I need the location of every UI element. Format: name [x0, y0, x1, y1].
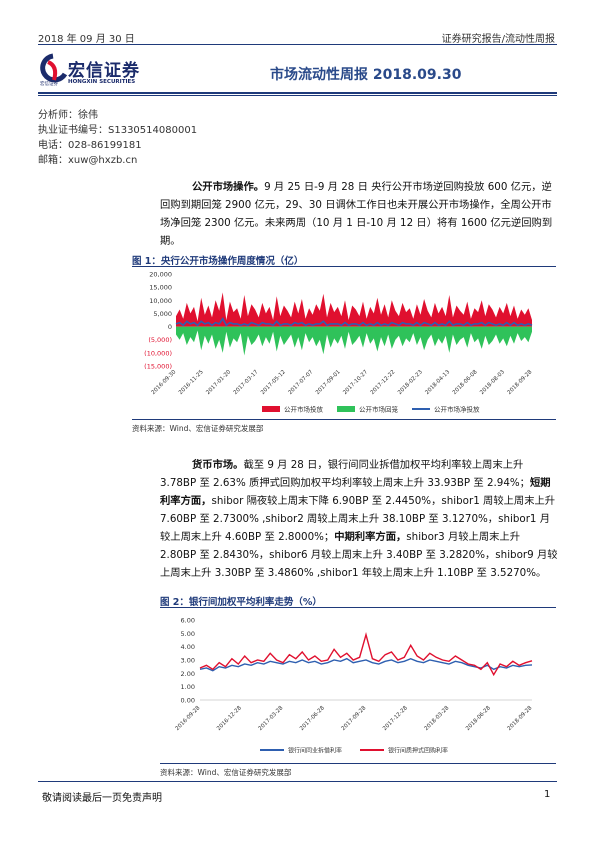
x-tick-label: 2016-09-28: [175, 705, 202, 732]
legend-label: 公开市场净投放: [434, 405, 480, 414]
open-market-chart: 20,000 15,000 10,000 5,000 0 (5,000) (10,000) (…: [144, 271, 534, 414]
y-tick-label: 1.00: [181, 683, 195, 691]
y-tick-label: (5,000): [148, 336, 172, 344]
x-tick-label: 2018-06-28: [465, 705, 492, 732]
section-text: 截至 9 月 28 日，银行间同业拆借加权平均利率较上周末上升 3.78BP 至…: [160, 459, 530, 489]
x-tick-label: 2016-09-30: [151, 369, 178, 396]
analyst-phone: 电话：028-86199181: [38, 140, 142, 151]
title-divider-thin: [38, 95, 557, 96]
x-tick-label: 2017-01-20: [205, 369, 232, 396]
figure2-bottom-rule: [160, 763, 556, 764]
figure1-caption: 图 1：央行公开市场操作周度情况（亿）: [132, 256, 304, 267]
title-divider: [38, 92, 557, 94]
figure1-top-rule: [132, 266, 556, 267]
section-text-mid: shibor3 月较上周末上升 2.80BP 至 2.8430%，shibor6…: [160, 531, 558, 579]
x-tick-label: 2018-08-03: [479, 369, 506, 396]
analyst-email: 邮箱：xuw@hxzb.cn: [38, 155, 138, 166]
figure2-source: 资料来源：Wind、宏信证券研究发展部: [160, 768, 292, 777]
x-tick-label: 2017-09-01: [315, 369, 342, 396]
analyst-cert: 执业证书编号：S1330514080001: [38, 125, 198, 136]
company-logo-icon: [40, 53, 68, 83]
y-tick-label: 10,000: [149, 297, 172, 305]
x-tick-label: 2017-03-17: [233, 369, 260, 396]
section-money-market: 货币市场。截至 9 月 28 日，银行间同业拆借加权平均利率较上周末上升 3.7…: [160, 456, 558, 582]
x-tick-label: 2018-04-13: [424, 369, 451, 396]
y-tick-label: 3.00: [181, 657, 195, 665]
series-inject-area: [176, 292, 532, 327]
y-tick-label: 20,000: [149, 271, 172, 279]
x-tick-label: 2017-12-22: [370, 369, 397, 396]
x-tick-label: 2016-11-25: [178, 369, 205, 396]
logo-text-small: 宏信证券: [40, 82, 58, 87]
x-tick-label: 2017-05-12: [260, 369, 287, 396]
section-text: 9 月 25 日-9 月 28 日 央行公开市场逆回购投放 600 亿元，逆回购…: [160, 181, 553, 247]
section-text-short: shibor 隔夜较上周末下降 6.90BP 至 2.4450%，shibor1…: [160, 495, 556, 543]
y-tick-label: (15,000): [144, 363, 172, 371]
x-tick-label: 2017-07-07: [287, 369, 314, 396]
section-subheading-mid: 中期利率方面，: [334, 531, 407, 543]
x-tick-label: 2018-03-28: [424, 705, 451, 732]
legend-label: 银行间同业拆借利率: [288, 747, 342, 755]
series-repo-line: [199, 632, 533, 677]
legend-swatch: [337, 406, 355, 412]
section-subheading-short: 短期利率方面，: [160, 477, 551, 507]
figure1-source: 资料来源：Wind、宏信证券研究发展部: [132, 424, 264, 433]
footer-disclaimer: 敬请阅读最后一页免责声明: [42, 793, 162, 804]
x-tick-label: 2016-12-28: [216, 705, 243, 732]
section-heading: 公开市场操作。: [192, 181, 265, 193]
legend-label: 公开市场投放: [284, 405, 324, 414]
footer-divider: [38, 781, 557, 782]
page-number: 1: [544, 789, 551, 800]
logo-text-cn: 宏信证券: [68, 61, 140, 81]
y-tick-label: 0: [168, 323, 172, 331]
x-tick-label: 2017-03-28: [258, 705, 285, 732]
x-tick-label: 2018-06-08: [452, 369, 479, 396]
logo-text-en: HONGXIN SECURITIES: [68, 79, 136, 85]
section-open-market: 公开市场操作。9 月 25 日-9 月 28 日 央行公开市场逆回购投放 600…: [160, 178, 558, 250]
legend-label: 银行间质押式回购利率: [388, 747, 448, 755]
legend-swatch: [262, 406, 280, 412]
y-tick-label: 4.00: [181, 643, 195, 651]
y-tick-label: 15,000: [149, 284, 172, 292]
report-category: 证券研究报告/流动性周报: [441, 34, 555, 45]
y-tick-label: 2.00: [181, 670, 195, 678]
x-tick-label: 2017-10-27: [342, 369, 369, 396]
section-heading: 货币市场。: [192, 459, 244, 471]
y-tick-label: 0.00: [181, 697, 195, 705]
y-tick-label: (10,000): [144, 349, 172, 357]
figure2-top-rule: [160, 607, 556, 608]
series-net-line: [175, 317, 533, 327]
y-tick-label: 6.00: [181, 617, 195, 625]
report-title: 市场流动性周报 2018.09.30: [270, 67, 462, 83]
report-date: 2018 年 09 月 30 日: [38, 34, 135, 45]
x-tick-label: 2017-12-28: [382, 705, 409, 732]
y-tick-label: 5.00: [181, 630, 195, 638]
x-tick-label: 2018-09-28: [507, 705, 534, 732]
y-tick-label: 5,000: [153, 310, 172, 318]
x-tick-label: 2017-09-28: [341, 705, 368, 732]
figure2-caption: 图 2：银行间加权平均利率走势（%）: [160, 597, 322, 608]
x-tick-label: 2017-06-28: [299, 705, 326, 732]
figure1-bottom-rule: [132, 419, 556, 420]
legend-label: 公开市场回笼: [359, 405, 399, 414]
analyst-name: 分析师：徐伟: [38, 110, 98, 121]
x-tick-label: 2018-09-28: [507, 369, 534, 396]
header-divider: [38, 44, 557, 45]
x-tick-label: 2018-02-23: [397, 369, 424, 396]
series-withdraw-area: [176, 326, 532, 356]
